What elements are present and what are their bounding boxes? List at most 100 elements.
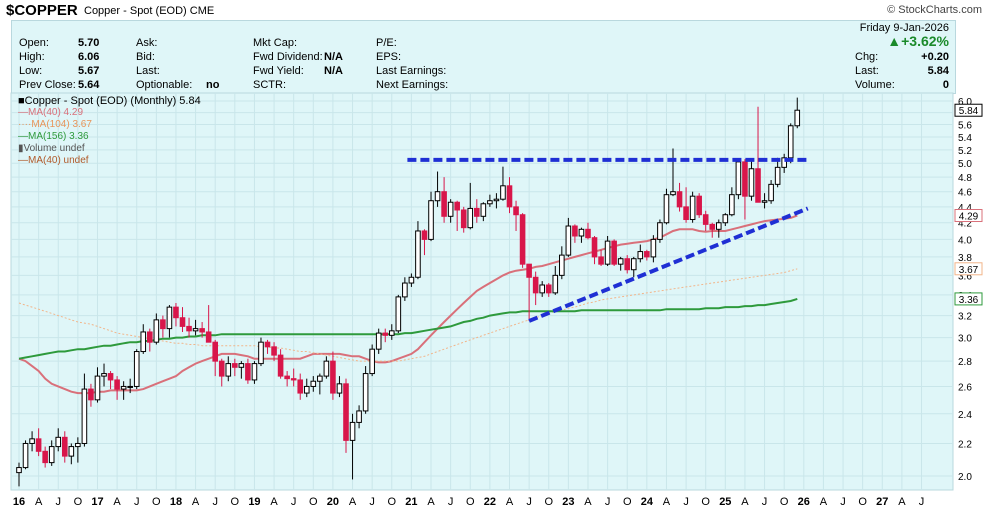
pe-label: P/E: [376,37,397,49]
sctr-label: SCTR: [253,79,286,91]
candle-body [663,194,670,224]
x-tick-label: O [231,496,240,508]
x-tick-label: O [544,496,553,508]
y-tick-label: 5.0 [958,159,972,170]
y-tick-label: 4.6 [958,188,972,199]
candle-body [539,284,546,294]
candle-body [604,240,611,265]
candle-body [742,161,748,197]
candle-body [513,206,519,216]
candle-body [702,214,709,225]
quote-date: Friday 9-Jan-2026 [859,22,949,34]
candle-body [709,223,716,230]
candle-body [611,240,617,265]
chg-value: +0.20 [921,51,949,63]
candle-body [153,319,160,343]
overlay-lines [407,157,809,323]
x-tick-label: O [780,496,789,508]
x-tick-label: O [152,496,161,508]
candle-body [493,198,500,202]
candle-body [591,237,598,258]
candle-body [297,379,304,394]
high-value: 6.06 [78,51,100,63]
support-trendline [528,206,809,323]
candle-body [290,378,297,381]
y-tick-label: 2.0 [958,472,972,483]
x-tick-label: A [270,496,278,508]
candle-body [787,125,794,159]
x-tick-label: A [741,496,749,508]
prev-close-label: Prev Close: [19,79,76,91]
candle-body [460,209,467,229]
price-tag: 3.67 [954,262,983,276]
candle-body [565,225,572,256]
candle-body [637,251,644,260]
candle-body [29,438,35,444]
candle-body [781,157,787,168]
candle-body [114,379,120,390]
ma-line-ma104 [18,268,798,362]
candle-body [160,319,166,330]
y-tick-label: 5.2 [958,146,972,157]
last-label-right: Last: [855,65,879,77]
candlesticks [16,97,801,487]
candle-body [434,191,441,202]
candle-body [186,325,192,332]
y-tick-label: 4.2 [958,219,972,230]
candle-body [585,228,591,239]
prev-close-value: 5.64 [78,79,100,91]
x-tick-label: J [212,496,218,508]
x-tick-label: 18 [170,496,182,508]
candle-body [624,258,631,271]
y-tick-label: 3.8 [958,253,972,264]
candle-body [127,385,133,388]
candle-body [336,383,343,394]
candle-body [428,200,434,240]
grid-lines [11,93,953,490]
candle-body [343,383,349,441]
candle-body [238,363,245,368]
last-label: Last: [136,65,160,77]
x-tick-label: J [369,496,375,508]
candle-body [205,331,212,343]
candle-body [768,183,774,202]
x-tick-label: 25 [719,496,731,508]
candle-body [356,410,362,423]
low-value: 5.67 [78,65,100,77]
x-tick-label: 20 [327,496,339,508]
candle-body [500,185,506,200]
legend-ma156: —MA(156) 3.36 [18,131,89,142]
candle-body [480,203,487,217]
x-tick-label: A [349,496,357,508]
chg-label: Chg: [855,51,879,63]
legend-ma40-volume: —MA(40) undef [18,155,89,166]
x-tick-label: J [840,496,846,508]
x-tick-label: 21 [405,496,417,508]
candle-body [487,200,493,205]
y-tick-label: 5.6 [958,121,972,132]
x-tick-label: O [309,496,318,508]
y-tick-label: 2.4 [958,410,972,421]
y-tick-label: 5.4 [958,133,972,144]
title-bar: $COPPER Copper - Spot (EOD) CME © StockC… [0,0,990,20]
candle-body [251,363,258,381]
fwd-dividend-label: Fwd Dividend: [253,51,323,63]
candle-body [421,230,428,240]
candle-body [75,442,81,448]
x-tick-label: J [526,496,532,508]
price-tag-box [954,292,983,306]
candle-body [545,284,552,294]
price-tag-box [954,103,983,117]
price-tag-label: 5.84 [959,106,979,117]
candle-body [310,380,317,387]
candle-body [179,317,186,327]
candle-body [88,388,94,401]
legend-volume: ▮Volume undef [18,143,85,154]
x-tick-label: A [35,496,43,508]
candle-body [532,276,539,294]
price-chart: 2.02.22.42.62.83.03.23.43.63.84.04.24.44… [10,92,983,508]
quote-info-panel: Open: 5.70 High: 6.06 Low: 5.67 Prev Clo… [11,20,855,94]
last-earnings-label: Last Earnings: [376,65,447,77]
high-label: High: [19,51,45,63]
candle-body [375,332,382,350]
